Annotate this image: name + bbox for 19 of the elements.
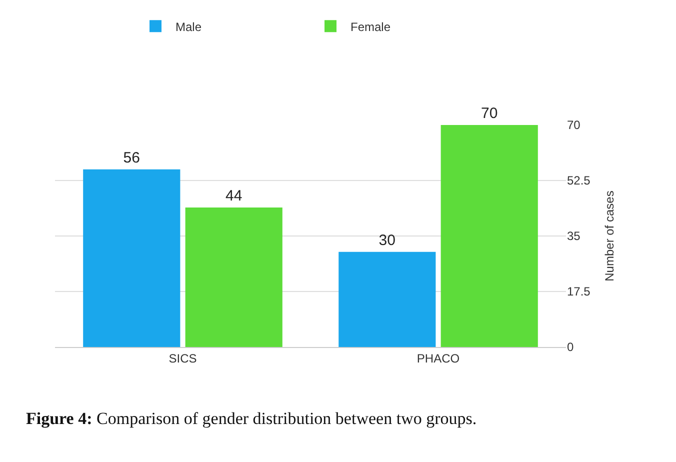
legend-label: Male [176, 20, 202, 34]
bar [83, 169, 180, 347]
y-axis-title: Number of cases [602, 190, 617, 282]
y-tick-label: 35 [567, 229, 581, 244]
data-label: 30 [378, 232, 396, 249]
y-tick-label: 0 [567, 340, 574, 354]
legend-label: Female [350, 20, 391, 34]
y-tick-label: 70 [567, 118, 581, 132]
data-label: 44 [226, 187, 242, 204]
data-label: 56 [123, 149, 140, 166]
bar [440, 125, 538, 347]
x-tick-label: SICS [168, 351, 197, 366]
x-tick-label: PHACO [416, 351, 460, 366]
bar [185, 207, 282, 347]
y-tick-label: 17.5 [567, 284, 591, 299]
y-tick-label: 52.5 [567, 174, 591, 188]
data-label: 70 [481, 105, 498, 122]
caption: Figure 4: Comparison of gender distribution between two groups. [26, 409, 477, 428]
bar [338, 252, 436, 347]
